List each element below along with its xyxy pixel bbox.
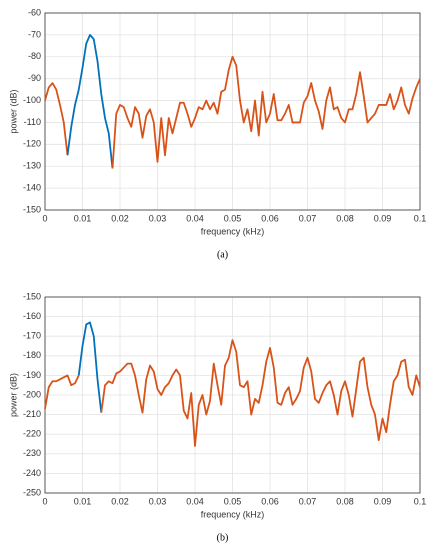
line-series xyxy=(111,55,421,169)
x-tick-label: 0.08 xyxy=(336,496,354,506)
x-tick-label: 0.1 xyxy=(414,213,427,223)
line-series xyxy=(66,33,114,169)
plot-frame xyxy=(44,12,421,211)
x-tick-label: 0.06 xyxy=(261,213,279,223)
y-tick-label: -70 xyxy=(28,29,41,39)
x-tick-label: 0.07 xyxy=(299,213,317,223)
y-tick-label: -240 xyxy=(23,468,41,478)
y-tick-label: -80 xyxy=(28,51,41,61)
y-tick-label: -230 xyxy=(23,448,41,458)
y-axis-label: power (dB) xyxy=(8,89,18,133)
x-tick-label: 0.06 xyxy=(261,496,279,506)
y-tick-label: -90 xyxy=(28,73,41,83)
x-axis-label: frequency (kHz) xyxy=(201,226,265,236)
y-tick-label: -60 xyxy=(28,7,41,17)
x-tick-label: 0.04 xyxy=(186,213,204,223)
line-series xyxy=(44,82,69,156)
y-tick-label: -120 xyxy=(23,139,41,149)
x-axis-label: frequency (kHz) xyxy=(201,509,265,519)
caption: (a) xyxy=(217,249,228,260)
y-tick-label: -130 xyxy=(23,161,41,171)
caption: (b) xyxy=(217,532,229,543)
x-tick-label: 0.02 xyxy=(111,496,129,506)
y-tick-label: -170 xyxy=(23,331,41,341)
x-tick-label: 0.03 xyxy=(149,213,167,223)
x-tick-label: 0.03 xyxy=(149,496,167,506)
y-tick-label: -220 xyxy=(23,429,41,439)
x-tick-label: 0.05 xyxy=(224,496,242,506)
y-tick-label: -200 xyxy=(23,389,41,399)
line-series xyxy=(44,374,80,409)
y-tick-label: -180 xyxy=(23,350,41,360)
x-tick-label: 0.07 xyxy=(299,496,317,506)
x-tick-label: 0 xyxy=(42,213,47,223)
x-tick-label: 0.01 xyxy=(74,213,92,223)
y-tick-label: -140 xyxy=(23,182,41,192)
x-tick-label: 0.1 xyxy=(414,496,427,506)
y-tick-label: -150 xyxy=(23,204,41,214)
x-tick-label: 0.04 xyxy=(186,496,204,506)
line-series xyxy=(100,339,421,447)
y-tick-label: -110 xyxy=(24,117,41,127)
y-tick-label: -160 xyxy=(23,311,41,321)
x-tick-label: 0.08 xyxy=(336,213,354,223)
y-tick-label: -190 xyxy=(23,370,41,380)
x-tick-label: 0.02 xyxy=(111,213,129,223)
x-tick-label: 0.01 xyxy=(74,496,92,506)
y-tick-label: -250 xyxy=(23,487,41,497)
plot-frame xyxy=(44,296,421,494)
x-tick-label: 0 xyxy=(42,496,47,506)
x-tick-label: 0.09 xyxy=(374,213,392,223)
line-series xyxy=(77,321,103,413)
y-axis-label: power (dB) xyxy=(8,373,18,417)
x-tick-label: 0.09 xyxy=(374,496,392,506)
x-tick-label: 0.05 xyxy=(224,213,242,223)
y-tick-label: -210 xyxy=(23,409,41,419)
y-tick-label: -150 xyxy=(23,291,41,301)
y-tick-label: -100 xyxy=(23,95,41,105)
